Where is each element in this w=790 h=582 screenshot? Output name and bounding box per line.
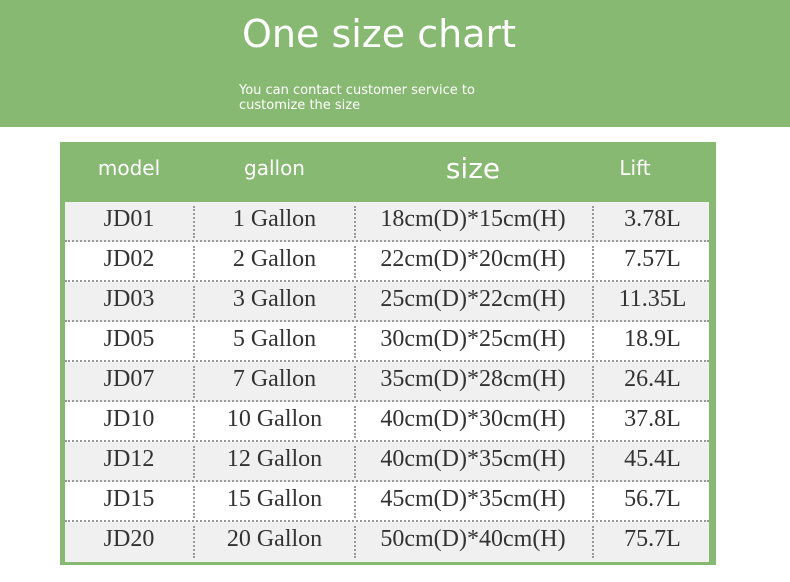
table-row: JD12 12 Gallon 40cm(D)*35cm(H) 45.4L: [65, 442, 709, 482]
size-cell: 50cm(D)*40cm(H): [380, 526, 566, 552]
table-row: JD01 1 Gallon 18cm(D)*15cm(H) 3.78L: [65, 202, 709, 242]
lift-cell: 75.7L: [592, 526, 711, 558]
table-row: JD15 15 Gallon 45cm(D)*35cm(H) 56.7L: [65, 482, 709, 522]
size-table: model gallon size Lift JD01 1 Gallon 18cm(…: [60, 142, 716, 565]
table-row: JD10 10 Gallon 40cm(D)*30cm(H) 37.8L: [65, 402, 709, 442]
table-row: JD03 3 Gallon 25cm(D)*22cm(H) 11.35L: [65, 282, 709, 322]
lift-cell: 3.78L: [592, 206, 711, 238]
size-cell: 40cm(D)*35cm(H): [380, 446, 566, 472]
gallon-cell: 1 Gallon: [193, 206, 356, 238]
page-title: One size chart: [242, 12, 516, 56]
model-cell: JD03: [103, 286, 155, 312]
gallon-cell: 5 Gallon: [193, 326, 356, 358]
table-row: JD02 2 Gallon 22cm(D)*20cm(H) 7.57L: [65, 242, 709, 282]
lift-cell: 37.8L: [592, 406, 711, 438]
header-banner: One size chart You can contact customer …: [0, 0, 790, 127]
model-cell: JD05: [103, 326, 155, 352]
size-cell: 35cm(D)*28cm(H): [380, 366, 566, 392]
table-body: JD01 1 Gallon 18cm(D)*15cm(H) 3.78L JD02 2 Ga…: [65, 202, 709, 562]
size-cell: 30cm(D)*25cm(H): [380, 326, 566, 352]
lift-cell: 26.4L: [592, 366, 711, 398]
gallon-cell: 10 Gallon: [193, 406, 356, 438]
model-cell: JD07: [103, 366, 155, 392]
table-header: model gallon size Lift: [60, 142, 716, 200]
size-cell: 25cm(D)*22cm(H): [380, 286, 566, 312]
subtitle: You can contact customer service to cust…: [239, 83, 475, 113]
gallon-cell: 2 Gallon: [193, 246, 356, 278]
lift-cell: 11.35L: [592, 286, 711, 318]
size-cell: 45cm(D)*35cm(H): [380, 486, 566, 512]
lift-cell: 7.57L: [592, 246, 711, 278]
model-cell: JD02: [103, 246, 155, 272]
table-row: JD07 7 Gallon 35cm(D)*28cm(H) 26.4L: [65, 362, 709, 402]
gallon-cell: 15 Gallon: [193, 486, 356, 518]
model-cell: JD10: [103, 406, 155, 432]
gallon-cell: 3 Gallon: [193, 286, 356, 318]
size-cell: 18cm(D)*15cm(H): [380, 206, 566, 232]
lift-cell: 18.9L: [592, 326, 711, 358]
column-header-model: model: [97, 156, 161, 180]
column-header-gallon: gallon: [244, 156, 305, 180]
model-cell: JD12: [103, 446, 155, 472]
gallon-cell: 20 Gallon: [193, 526, 356, 558]
table-row: JD05 5 Gallon 30cm(D)*25cm(H) 18.9L: [65, 322, 709, 362]
model-cell: JD20: [103, 526, 155, 552]
table-row: JD20 20 Gallon 50cm(D)*40cm(H) 75.7L: [65, 522, 709, 562]
size-cell: 22cm(D)*20cm(H): [380, 246, 566, 272]
size-cell: 40cm(D)*30cm(H): [380, 406, 566, 432]
gallon-cell: 12 Gallon: [193, 446, 356, 478]
column-header-lift: Lift: [619, 156, 651, 180]
gallon-cell: 7 Gallon: [193, 366, 356, 398]
model-cell: JD01: [103, 206, 155, 232]
column-header-size: size: [445, 152, 501, 185]
lift-cell: 45.4L: [592, 446, 711, 478]
lift-cell: 56.7L: [592, 486, 711, 518]
model-cell: JD15: [103, 486, 155, 512]
